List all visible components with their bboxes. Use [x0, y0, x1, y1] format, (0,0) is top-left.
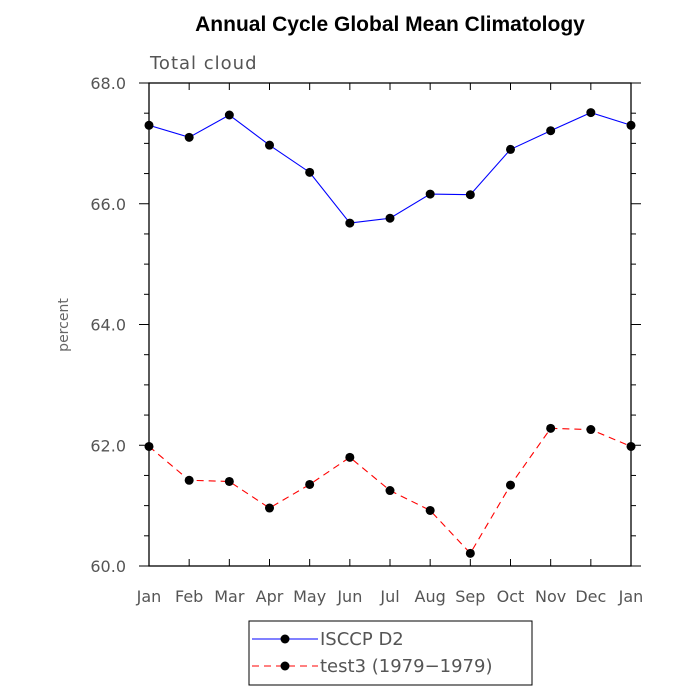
data-point — [626, 441, 636, 451]
y-tick-label: 68.0 — [90, 74, 126, 93]
x-tick-label: May — [293, 587, 326, 606]
data-point — [385, 213, 395, 223]
data-point — [184, 475, 194, 485]
data-point — [184, 132, 194, 142]
chart-subtitle: Total cloud — [149, 53, 258, 74]
x-tick-label: Feb — [175, 587, 203, 606]
chart-title: Annual Cycle Global Mean Climatology — [195, 13, 585, 36]
data-point — [385, 486, 395, 496]
data-point — [465, 190, 475, 200]
x-tick-label: Mar — [214, 587, 245, 606]
data-point — [506, 144, 515, 154]
x-tick-label: Jan — [136, 587, 162, 606]
data-point — [546, 126, 556, 136]
data-point — [425, 505, 435, 515]
y-tick-label: 62.0 — [90, 436, 126, 455]
x-tick-label: Apr — [256, 587, 284, 606]
legend-label-test3: test3 (1979−1979) — [320, 656, 493, 677]
data-point — [345, 452, 355, 462]
y-tick-labels: 60.0 62.0 64.0 66.0 68.0 — [90, 74, 126, 576]
legend-marker-test3 — [280, 661, 290, 671]
series-isccp-d2 — [144, 108, 636, 228]
x-tick-label: Oct — [497, 587, 525, 606]
x-tick-label: Aug — [415, 587, 446, 606]
x-tick-label: Sep — [455, 587, 485, 606]
x-tick-label: Jun — [336, 587, 362, 606]
data-point — [506, 480, 515, 490]
series-line — [148, 111, 632, 224]
x-tick-labels: Jan Feb Mar Apr May Jun Jul Aug Sep Oct Nov Dec Jan — [136, 587, 644, 606]
legend: ISCCP D2 test3 (1979−1979) — [248, 620, 533, 686]
data-point — [144, 441, 154, 451]
y-tick-label: 60.0 — [90, 557, 126, 576]
axis-ticks — [139, 82, 641, 567]
y-axis-label: percent — [56, 298, 72, 352]
data-point — [546, 423, 556, 433]
data-point — [345, 218, 355, 228]
legend-label-isccp: ISCCP D2 — [320, 629, 404, 650]
data-point — [305, 479, 315, 489]
y-tick-label: 66.0 — [90, 195, 126, 214]
data-point — [265, 140, 274, 150]
x-tick-label: Jul — [379, 587, 399, 606]
data-point — [465, 548, 475, 558]
legend-marker-isccp — [280, 634, 290, 644]
data-point — [144, 120, 154, 130]
x-tick-label: Dec — [575, 587, 606, 606]
series-test3 — [144, 423, 636, 558]
x-tick-label: Jan — [618, 587, 644, 606]
data-point — [626, 120, 636, 130]
y-tick-label: 64.0 — [90, 316, 126, 335]
data-point — [224, 476, 234, 486]
legend-box — [248, 620, 533, 686]
data-point — [224, 110, 234, 120]
data-point — [265, 503, 274, 513]
x-tick-label: Nov — [535, 587, 566, 606]
data-point — [305, 167, 315, 177]
data-point — [586, 425, 596, 435]
data-point — [425, 189, 435, 199]
data-point — [586, 108, 596, 118]
series-layer — [144, 108, 636, 558]
